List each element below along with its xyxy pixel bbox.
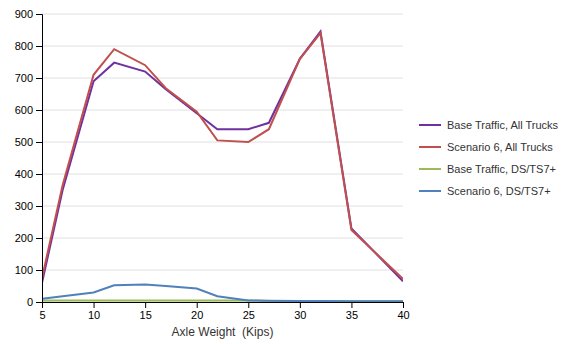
tick: 700 (15, 72, 42, 84)
grid-line (42, 174, 403, 175)
grid-line (42, 14, 403, 15)
legend-label: Scenario 6, DS/TS7+ (447, 185, 551, 197)
y-axis: 0 100 200 300 400 500 600 700 800 900 (15, 8, 43, 308)
tick-label: 5 (39, 309, 45, 321)
tick-mark (36, 78, 42, 79)
legend-swatch (419, 168, 441, 170)
series-line (42, 284, 403, 301)
tick-mark (403, 302, 404, 308)
tick-label: 400 (15, 168, 33, 180)
grid-line (42, 46, 403, 47)
tick-mark (94, 302, 95, 308)
grid (42, 14, 403, 302)
legend-item: Scenario 6, DS/TS7+ (419, 185, 551, 197)
tick: 400 (15, 168, 42, 180)
tick-label: 100 (15, 264, 33, 276)
x-axis-title: Axle Weight (Kips) (172, 325, 274, 339)
legend-item: Base Traffic, All Trucks (419, 119, 559, 131)
tick: 40 (397, 302, 409, 321)
plot: 5101520253035400100200300400500600700800… (15, 8, 410, 321)
legend-label: Base Traffic, DS/TS7+ (447, 163, 556, 175)
legend-item: Base Traffic, DS/TS7+ (419, 163, 556, 175)
tick: 15 (140, 302, 152, 321)
tick-mark (300, 302, 301, 308)
tick-mark (145, 302, 146, 308)
tick-mark (36, 142, 42, 143)
tick: 800 (15, 40, 42, 52)
tick-label: 40 (397, 309, 409, 321)
legend-swatch (419, 146, 441, 148)
axis-line (43, 303, 404, 309)
tick: 35 (346, 302, 358, 321)
tick-mark (36, 302, 42, 303)
tick-label: 20 (191, 309, 203, 321)
tick: 10 (88, 302, 100, 321)
x-axis: 5 10 15 20 25 30 35 40 (39, 302, 409, 321)
tick-label: 35 (346, 309, 358, 321)
tick-label: 900 (15, 8, 33, 20)
legend-label: Base Traffic, All Trucks (447, 119, 559, 131)
tick: 300 (15, 200, 42, 212)
chart: 5101520253035400100200300400500600700800… (0, 0, 573, 344)
tick-mark (36, 174, 42, 175)
legend-item: Scenario 6, All Trucks (419, 141, 553, 153)
tick-mark (36, 206, 42, 207)
legend-swatch (419, 190, 441, 192)
grid-line (42, 238, 403, 239)
tick: 5 (39, 302, 45, 321)
tick: 0 (27, 296, 42, 308)
tick-label: 500 (15, 136, 33, 148)
tick-label: 0 (27, 296, 33, 308)
tick-mark (36, 238, 42, 239)
tick-mark (36, 14, 42, 15)
tick: 900 (15, 8, 42, 20)
tick: 100 (15, 264, 42, 276)
lines (42, 32, 403, 302)
tick-label: 300 (15, 200, 33, 212)
tick: 20 (191, 302, 203, 321)
grid-line (42, 110, 403, 111)
series-line (42, 32, 403, 283)
tick-label: 600 (15, 104, 33, 116)
legend-label: Scenario 6, All Trucks (447, 141, 553, 153)
tick-label: 30 (294, 309, 306, 321)
tick: 500 (15, 136, 42, 148)
tick-label: 15 (140, 309, 152, 321)
tick-label: 800 (15, 40, 33, 52)
tick-mark (197, 302, 198, 308)
legend: Base Traffic, All Trucks Scenario 6, All … (419, 119, 559, 197)
axis-line (36, 15, 43, 303)
tick-label: 200 (15, 232, 33, 244)
tick: 200 (15, 232, 42, 244)
tick-mark (248, 302, 249, 308)
tick: 30 (294, 302, 306, 321)
tick-label: 10 (88, 309, 100, 321)
tick-mark (36, 270, 42, 271)
grid-line (42, 270, 403, 271)
tick-mark (351, 302, 352, 308)
tick-mark (36, 46, 42, 47)
tick-mark (36, 110, 42, 111)
tick-label: 700 (15, 72, 33, 84)
legend-swatch (419, 124, 441, 126)
series-line (42, 33, 403, 279)
tick-label: 25 (243, 309, 255, 321)
tick: 600 (15, 104, 42, 116)
tick: 25 (243, 302, 255, 321)
